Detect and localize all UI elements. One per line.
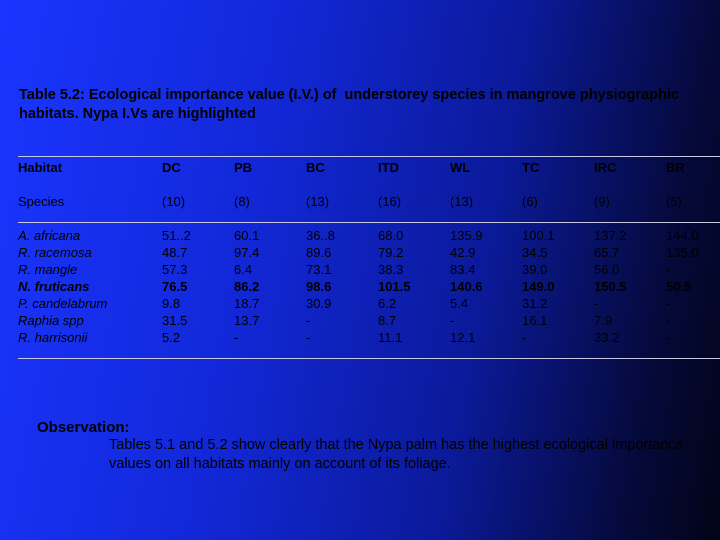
importance-value-cell: 57.3: [162, 262, 188, 277]
importance-value-cell: 83.4: [450, 262, 476, 277]
species-name: R. racemosa: [18, 245, 92, 260]
importance-value-cell: 9.8: [162, 296, 181, 311]
species-name: N. fruticans: [18, 279, 90, 294]
column-header: Habitat: [18, 160, 63, 175]
importance-value-cell: 30.9: [306, 296, 332, 311]
importance-value-cell: 8.7: [378, 313, 397, 328]
importance-value-cell: 98.6: [306, 279, 332, 294]
importance-value-cell: 13.7: [234, 313, 260, 328]
importance-value-cell: 137.2: [594, 228, 627, 243]
importance-value-cell: -: [666, 313, 671, 328]
species-name: Raphia spp: [18, 313, 84, 328]
importance-value-cell: 76.5: [162, 279, 188, 294]
importance-value-cell: -: [234, 330, 239, 345]
importance-value-cell: 5.4: [450, 296, 469, 311]
importance-value-cell: 48.7: [162, 245, 188, 260]
column-header: DC: [162, 160, 181, 175]
importance-value-cell: -: [306, 313, 311, 328]
importance-value-cell: 68.0: [378, 228, 404, 243]
importance-value-cell: -: [450, 313, 455, 328]
importance-value-cell: -: [666, 296, 671, 311]
species-count-cell: (8): [234, 194, 250, 209]
table-title: Table 5.2: Ecological importance value (…: [19, 87, 683, 122]
importance-value-cell: 144.0: [666, 228, 699, 243]
importance-value-cell: 42.9: [450, 245, 476, 260]
importance-value-cell: 135.9: [450, 228, 483, 243]
species-name: R. harrisonii: [18, 330, 88, 345]
importance-value-cell: 149.0: [522, 279, 555, 294]
importance-value-cell: 101.5: [378, 279, 411, 294]
importance-value-cell: 135.0: [666, 245, 699, 260]
importance-value-cell: 5.2: [162, 330, 181, 345]
column-header: TC: [522, 160, 540, 175]
importance-value-cell: 51..2: [162, 228, 191, 243]
importance-value-cell: 31.2: [522, 296, 548, 311]
importance-value-cell: 6.2: [378, 296, 397, 311]
importance-value-cell: -: [594, 296, 599, 311]
observation-label: Observation:: [37, 419, 130, 436]
column-header: WL: [450, 160, 471, 175]
species-name: P. candelabrum: [18, 296, 108, 311]
species-name: A. africana: [18, 228, 81, 243]
importance-value-cell: 140.6: [450, 279, 483, 294]
importance-value-cell: 12.1: [450, 330, 476, 345]
importance-value-cell: 60.1: [234, 228, 260, 243]
importance-value-cell: 36..8: [306, 228, 335, 243]
importance-value-cell: 16.1: [522, 313, 548, 328]
importance-value-cell: 97.4: [234, 245, 260, 260]
species-count-cell: (6): [522, 194, 538, 209]
table-top-rule: [18, 156, 720, 157]
importance-value-cell: 39.0: [522, 262, 548, 277]
species-count-cell: (13): [450, 194, 474, 209]
species-count-cell: (5): [666, 194, 682, 209]
column-header: BR: [666, 160, 685, 175]
species-count-cell: (16): [378, 194, 402, 209]
species-count-cell: (13): [306, 194, 330, 209]
importance-value-cell: 65.7: [594, 245, 620, 260]
importance-value-cell: 31.5: [162, 313, 188, 328]
importance-value-cell: 86.2: [234, 279, 260, 294]
importance-value-cell: -: [666, 330, 671, 345]
species-count-cell: Species: [18, 194, 65, 209]
importance-value-cell: -: [522, 330, 527, 345]
column-header: ITD: [378, 160, 399, 175]
importance-value-cell: 89.6: [306, 245, 332, 260]
importance-value-cell: 73.1: [306, 262, 332, 277]
column-header: IRC: [594, 160, 617, 175]
importance-value-cell: 34.5: [522, 245, 548, 260]
column-header: BC: [306, 160, 325, 175]
column-header: PB: [234, 160, 253, 175]
table-mid-rule: [18, 222, 720, 223]
importance-value-cell: 150.5: [594, 279, 627, 294]
importance-value-cell: 79.2: [378, 245, 404, 260]
observation-text: Tables 5.1 and 5.2 show clearly that the…: [109, 437, 684, 472]
species-count-cell: (9): [594, 194, 610, 209]
table-bottom-rule: [18, 358, 720, 359]
importance-value-cell: 6.4: [234, 262, 253, 277]
importance-value-cell: -: [666, 262, 671, 277]
importance-value-cell: -: [306, 330, 311, 345]
importance-value-cell: 7.9: [594, 313, 613, 328]
importance-value-cell: 100.1: [522, 228, 555, 243]
species-count-cell: (10): [162, 194, 186, 209]
importance-value-cell: 56.0: [594, 262, 620, 277]
importance-value-cell: 11.1: [378, 330, 403, 345]
importance-value-cell: 50.5: [666, 279, 692, 294]
importance-value-cell: 38.3: [378, 262, 404, 277]
species-name: R. mangle: [18, 262, 78, 277]
importance-value-cell: 18.7: [234, 296, 260, 311]
importance-value-cell: 33.2: [594, 330, 620, 345]
